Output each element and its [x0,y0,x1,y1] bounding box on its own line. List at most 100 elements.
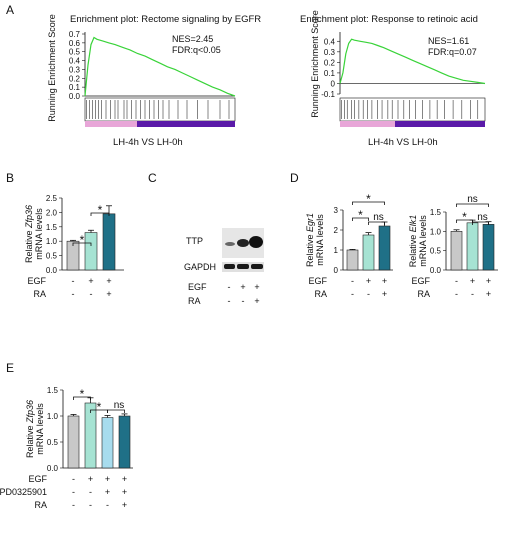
ytick-label: 0 [334,266,339,275]
condition-label: RA [314,289,327,299]
blot-row-label: EGF [188,282,207,292]
blot-row-mark: + [254,282,259,292]
panel-c-letter: C [148,171,157,185]
gsea-egfr-comparison: LH-4h VS LH-0h [113,137,183,148]
condition-mark: + [106,276,111,286]
ytick-label: 0.2 [324,58,336,67]
blot-row-mark: + [240,282,245,292]
sig-bracket [352,217,369,221]
ytick-label: 0.5 [47,438,59,447]
condition-label: RA [33,289,46,299]
condition-mark: + [486,289,491,299]
condition-mark: - [72,474,75,484]
condition-mark: + [470,276,475,286]
condition-mark: + [122,500,127,510]
bar [450,231,463,271]
panel-d-letter: D [290,171,299,185]
ytick-label: 1.0 [430,227,442,236]
panel-a-letter: A [6,3,14,17]
ylabel: Relative Zfp36 [24,205,34,263]
ytick-label: 0.5 [430,247,442,256]
sig-bracket [73,396,91,400]
ylabel-suffix: mRNA levels [418,215,428,267]
condition-mark: + [105,487,110,497]
gsea-ra-purple-bar [395,121,485,127]
sig-label: * [462,210,467,224]
gsea-ra-nes: NES=1.61 [428,36,469,46]
gsea-egfr-pink-bar [85,121,137,127]
blot-row-mark: - [228,296,231,306]
gsea-plot-retinoic: Enrichment plot: Response to retinoic ac… [300,10,486,148]
ytick-label: 1.5 [47,386,59,395]
sig-bracket [107,409,125,413]
ytick-label: 0.1 [324,69,336,78]
ytick-label: 0.0 [46,266,58,275]
condition-mark: + [122,487,127,497]
condition-mark: - [89,487,92,497]
bar [84,232,98,271]
sig-label: * [80,387,85,401]
western-blot: TTP GAPDH EGF - + +RA - - + [184,228,264,306]
condition-mark: + [106,289,111,299]
ylabel-gene: Zfp36 [25,400,35,424]
ytick-label: -0.1 [321,90,335,99]
ytick-label: 2.0 [46,208,58,217]
condition-mark: + [88,276,93,286]
condition-label: EGF [411,276,430,286]
condition-label: PD0325901 [0,487,47,497]
bar [346,249,359,271]
condition-mark: - [72,276,75,286]
gsea-ra-pink-bar [340,121,395,127]
gsea-egfr-nes: NES=2.45 [172,34,213,44]
ytick-label: 0.5 [69,48,81,57]
condition-label: EGF [308,276,327,286]
ytick-label: 1.0 [47,412,59,421]
condition-mark: + [382,276,387,286]
ylabel-suffix: mRNA levels [315,214,325,266]
ytick-label: 0.7 [69,30,81,39]
bar [378,225,391,271]
blot-row-label: RA [188,296,201,306]
ylabel-prefix: Relative [24,228,34,263]
ylabel: Relative Elk1 [408,215,418,268]
condition-mark: + [486,276,491,286]
blot-row-mark: - [228,282,231,292]
bar [466,222,479,271]
condition-mark: - [351,289,354,299]
ytick-label: 1.5 [430,208,442,217]
ylabel-gene: Elk1 [408,215,418,233]
bar [67,415,80,469]
condition-label: RA [34,500,47,510]
sig-label: * [97,400,102,414]
ytick-label: 0.3 [69,65,81,74]
bar [362,234,375,271]
blot-ttp-band-2 [237,239,249,247]
condition-mark: + [122,474,127,484]
ytick-label: 2.5 [46,194,58,203]
gsea-egfr-purple-bar [137,121,235,127]
ylabel-gene: Egr1 [305,213,315,232]
gsea-egfr-curve [84,36,236,97]
sig-label: * [366,192,371,206]
condition-mark: - [72,500,75,510]
gsea-ra-fdr: FDR:q=0.07 [428,47,477,57]
condition-mark: + [366,276,371,286]
ytick-label: 1.5 [46,223,58,232]
sig-bracket [456,203,489,207]
condition-label: RA [417,289,430,299]
ytick-label: 0.1 [69,83,81,92]
gsea-plot-egfr: Enrichment plot: Rectome signaling by EG… [47,14,261,148]
condition-label: EGF [27,276,46,286]
sig-label: ns [373,212,384,223]
ylabel-suffix: mRNA levels [34,208,44,260]
blot-label-ttp: TTP [186,236,203,246]
gsea-egfr-fdr: FDR:q<0.05 [172,45,221,55]
condition-label: EGF [28,474,47,484]
gsea-ra-curve [339,38,486,85]
condition-mark: - [367,289,370,299]
ytick-label: 0.4 [69,57,81,66]
ytick-label: 2 [334,226,339,235]
gsea-ra-ylabel: Running Enrichment Score [310,10,320,118]
